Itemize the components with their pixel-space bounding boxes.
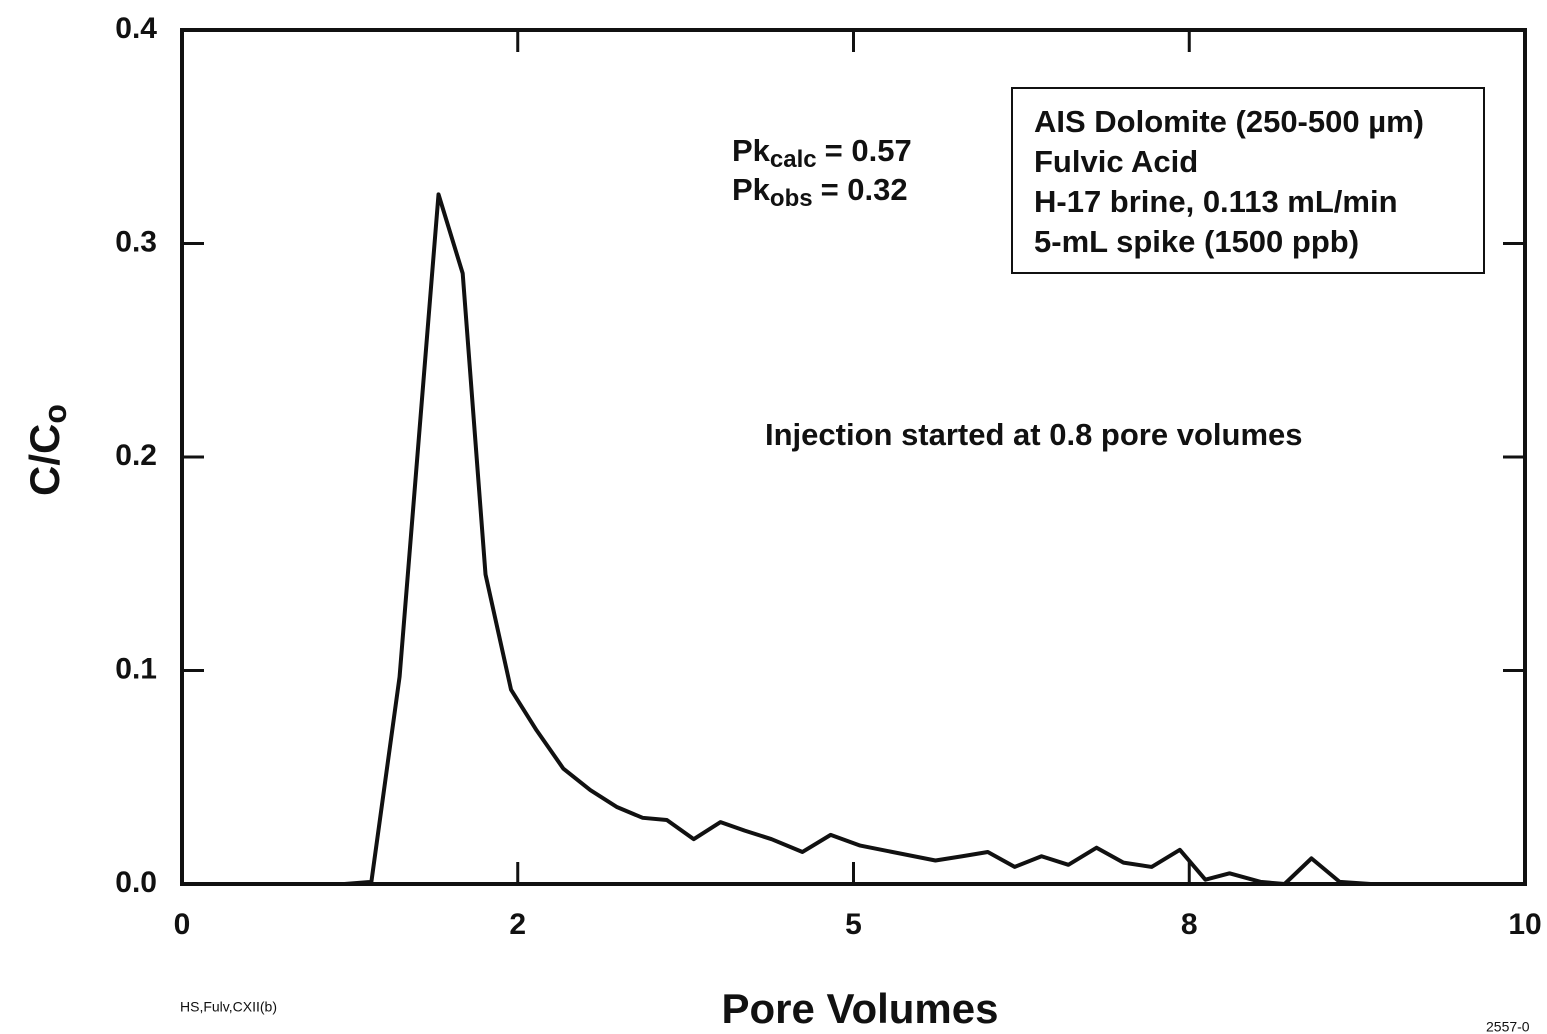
pk-calc: Pkcalc = 0.57 [732,133,912,173]
pk-base: Pk [732,133,771,168]
x-tick-label: 10 [1508,908,1541,941]
y-tick-label: 0.3 [115,225,157,258]
x-tick-label: 8 [1181,908,1198,941]
y-tick-label: 0.4 [115,12,157,45]
y-axis-label: C/Co [21,404,73,496]
y-label-base: C/C [21,424,68,496]
legend-box [1011,87,1485,274]
legend-text: AIS Dolomite (250-500 µm) [1034,104,1424,139]
x-tick-label: 5 [845,908,862,941]
y-label-sub: o [37,404,73,424]
legend-text: 5-mL spike (1500 ppb) [1034,224,1359,259]
legend-text: H-17 brine, 0.113 mL/min [1034,184,1398,219]
annotation: Injection started at 0.8 pore volumes [765,417,1303,452]
pk-obs: Pkobs = 0.32 [732,172,908,212]
x-tick-label: 0 [174,908,191,941]
pk-base: Pk [732,172,771,207]
pk-rest: = 0.32 [821,172,908,207]
pk-sub: obs [770,185,813,212]
legend-text: Fulvic Acid [1034,144,1198,179]
y-tick-label: 0.2 [115,439,157,472]
footnote: HS,Fulv,CXII(b) [180,999,277,1015]
data-line [182,192,1525,886]
x-axis-label: Pore Volumes [722,985,999,1032]
y-tick-label: 0.0 [115,866,157,899]
y-tick-label: 0.1 [115,652,157,685]
pk-sub: calc [770,146,817,173]
footnote: 2557-0 [1486,1019,1530,1034]
x-tick-label: 2 [509,908,526,941]
pk-rest: = 0.57 [825,133,912,168]
